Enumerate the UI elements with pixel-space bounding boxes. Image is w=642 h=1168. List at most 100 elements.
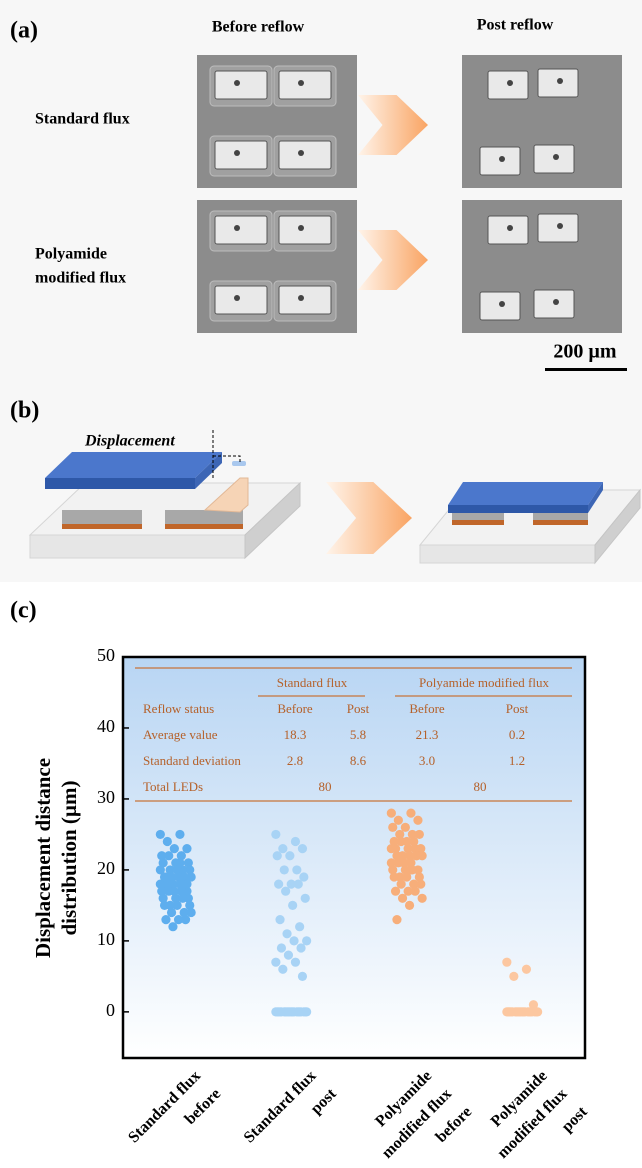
pad: [452, 510, 504, 520]
led-dot: [499, 301, 505, 307]
point: [278, 964, 288, 974]
led-dot: [234, 80, 240, 86]
point: [502, 1007, 512, 1017]
led-dot: [507, 225, 513, 231]
point: [388, 865, 398, 875]
y-tick-label: 0: [106, 1000, 115, 1020]
column-header: Post reflow: [477, 17, 554, 34]
point: [389, 836, 399, 847]
point: [292, 865, 302, 875]
point: [172, 900, 182, 911]
point: [178, 893, 188, 903]
point: [276, 943, 287, 953]
led-dot: [298, 295, 304, 301]
point: [164, 851, 174, 861]
point: [399, 858, 409, 868]
substrate: [419, 544, 596, 564]
table-cell: 80: [319, 779, 332, 794]
point: [182, 879, 192, 889]
led: [214, 285, 268, 315]
substrate: [594, 488, 641, 565]
point: [389, 872, 399, 882]
point: [404, 900, 415, 911]
table-row-label: Total LEDs: [143, 779, 203, 794]
point: [386, 858, 396, 868]
point: [285, 851, 295, 861]
table-group-header: Standard flux: [277, 675, 348, 690]
chip: [195, 452, 222, 489]
point: [165, 865, 175, 875]
point: [274, 879, 284, 889]
point: [390, 886, 401, 896]
point: [521, 964, 532, 974]
scale-bar: [545, 368, 627, 371]
point: [409, 836, 419, 847]
table-row-label: Reflow status: [143, 701, 214, 716]
panel-label: (a): [10, 18, 38, 44]
substrate: [244, 481, 301, 560]
plot-background: [123, 657, 585, 1058]
lifted-pad: [203, 477, 249, 513]
led-dot: [507, 80, 513, 86]
table-cell: 3.0: [419, 753, 435, 768]
point: [271, 1007, 281, 1017]
point: [162, 836, 172, 847]
table-cell: 2.8: [287, 753, 303, 768]
table-cell: 0.2: [509, 727, 525, 742]
point: [290, 957, 301, 967]
table-cell: Before: [409, 701, 445, 716]
led: [278, 140, 332, 170]
point: [393, 815, 403, 825]
pad: [165, 524, 243, 529]
annotation: Displacement: [84, 433, 175, 450]
point: [413, 815, 423, 825]
point: [527, 1007, 537, 1017]
point: [406, 808, 416, 818]
point: [414, 829, 424, 840]
point: [288, 900, 298, 911]
point: [302, 936, 312, 946]
led-dot: [234, 150, 240, 156]
led-dot: [234, 225, 240, 231]
point: [162, 872, 172, 882]
point: [409, 879, 419, 889]
point: [185, 900, 195, 911]
table-cell: 18.3: [284, 727, 307, 742]
point: [388, 822, 398, 832]
pad: [452, 520, 504, 525]
point: [403, 844, 413, 854]
point: [386, 808, 396, 818]
table-cell: Post: [506, 701, 529, 716]
point: [169, 844, 179, 854]
point: [168, 922, 178, 932]
point: [386, 844, 396, 854]
point: [272, 851, 282, 861]
chip: [45, 478, 195, 489]
point: [179, 907, 189, 918]
table-cell: Before: [277, 701, 313, 716]
point: [173, 915, 184, 925]
point: [509, 971, 519, 981]
row-label: Polyamide: [35, 246, 107, 263]
led-dot: [557, 223, 563, 229]
point: [410, 886, 420, 896]
column-header: Before reflow: [212, 19, 305, 36]
led: [214, 140, 268, 170]
point: [283, 950, 294, 960]
point: [296, 943, 306, 953]
led-dot: [298, 150, 304, 156]
point: [186, 872, 196, 882]
point: [296, 1007, 306, 1017]
point: [155, 829, 165, 840]
point: [410, 844, 420, 854]
pad: [533, 520, 588, 525]
point: [185, 865, 195, 875]
point: [406, 865, 416, 875]
y-tick-label: 30: [97, 787, 115, 807]
led-dot: [557, 78, 563, 84]
y-axis-label: distribution (µm): [57, 780, 81, 935]
point: [396, 879, 406, 889]
point: [297, 971, 308, 981]
led: [214, 215, 268, 245]
plot: (c) 0 10 20 30 40 50 Displacement distance dist…: [10, 598, 591, 1162]
